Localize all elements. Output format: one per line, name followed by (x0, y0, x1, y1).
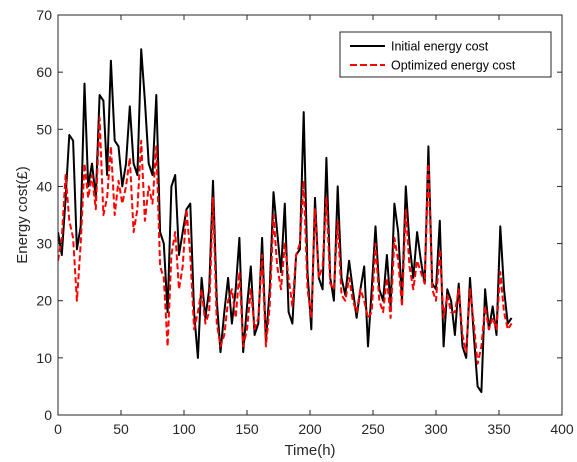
x-tick-label: 300 (424, 421, 448, 437)
y-axis-label: Energy cost(£) (14, 166, 31, 264)
x-tick-label: 0 (54, 421, 62, 437)
y-tick-label: 40 (36, 178, 52, 194)
series-line-optimized (58, 116, 513, 365)
x-tick-label: 100 (172, 421, 196, 437)
y-tick-label: 0 (44, 407, 52, 423)
y-tick-label: 70 (36, 7, 52, 23)
legend-box (339, 31, 552, 78)
y-tick-label: 20 (36, 293, 52, 309)
y-tick-label: 30 (36, 236, 52, 252)
y-tick-label: 50 (36, 121, 52, 137)
x-tick-label: 250 (361, 421, 385, 437)
x-tick-label: 150 (235, 421, 259, 437)
x-tick-label: 400 (550, 421, 574, 437)
y-tick-label: 60 (36, 64, 52, 80)
x-axis-label: Time(h) (284, 442, 335, 459)
axes: 0 50 100 150 200 250 300 350 400 0 10 20 30 40 50 60 70 (36, 7, 573, 437)
x-tick-label: 50 (113, 421, 129, 437)
legend-label: Optimized energy cost (391, 59, 516, 73)
x-tick-label: 200 (298, 421, 322, 437)
series-lines (58, 48, 513, 394)
plot-frame (57, 14, 563, 416)
x-tick-label: 350 (487, 421, 511, 437)
legend: Initial energy cost Optimized energy cost (339, 31, 552, 78)
legend-label: Initial energy cost (391, 40, 489, 54)
y-tick-label: 10 (36, 350, 52, 366)
